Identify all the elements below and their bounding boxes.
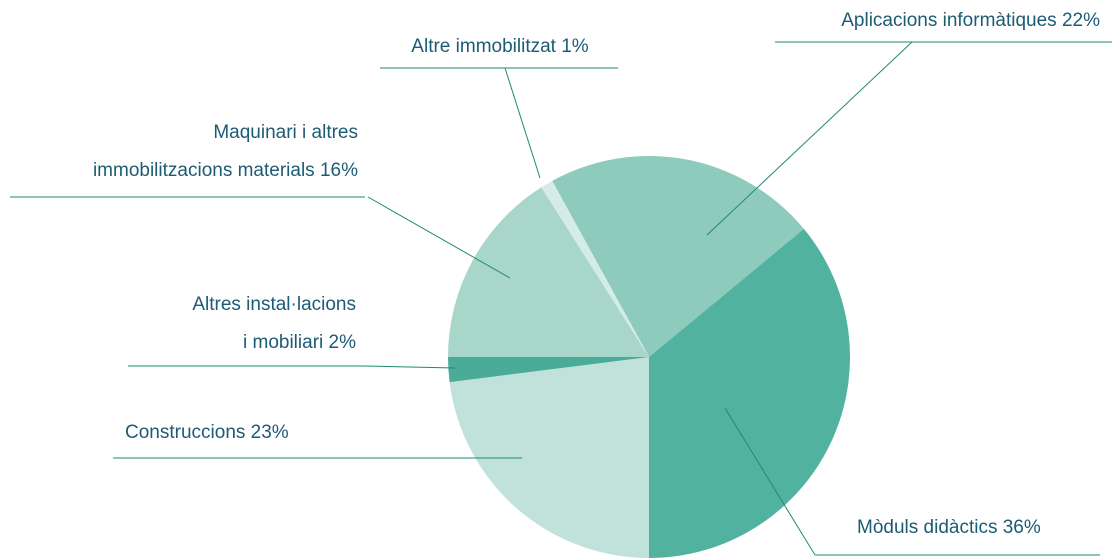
category-label: Altre immobilitzat bbox=[411, 36, 556, 57]
pie-slice bbox=[649, 228, 850, 558]
value-label: 36% bbox=[1002, 517, 1041, 538]
pie-slice bbox=[449, 357, 649, 558]
leader-line bbox=[504, 67, 541, 179]
pie-slice bbox=[541, 180, 649, 357]
leader-line bbox=[364, 365, 456, 369]
value-label: 2% bbox=[328, 332, 356, 353]
slice-label: Maquinari i altres immobilitzacions mate… bbox=[0, 114, 358, 190]
leader-line bbox=[724, 407, 816, 556]
value-label: 23% bbox=[250, 422, 289, 443]
category-label: Maquinari i altres immobilitzacions mate… bbox=[92, 122, 358, 181]
value-label: 22% bbox=[1061, 10, 1100, 31]
category-label: Construccions bbox=[125, 422, 246, 443]
slice-label: Construccions 23% bbox=[125, 414, 365, 452]
pie-slice bbox=[448, 357, 649, 383]
leader-line bbox=[367, 196, 511, 279]
slice-label: Aplicacions informàtiques 22% bbox=[775, 2, 1100, 40]
category-label: Aplicacions informàtiques bbox=[841, 10, 1057, 31]
pie-slice bbox=[552, 155, 804, 357]
value-label: 16% bbox=[319, 160, 358, 181]
pie-slice bbox=[448, 187, 649, 357]
leader-line bbox=[706, 41, 913, 236]
slice-label: Mòduls didàctics 36% bbox=[857, 509, 1107, 547]
slice-label: Altres instal·lacions i mobiliari 2% bbox=[100, 286, 356, 362]
value-label: 1% bbox=[561, 36, 589, 57]
category-label: Mòduls didàctics bbox=[857, 517, 998, 538]
slice-label: Altre immobilitzat 1% bbox=[370, 28, 630, 66]
category-label: Altres instal·lacions i mobiliari bbox=[192, 294, 356, 353]
